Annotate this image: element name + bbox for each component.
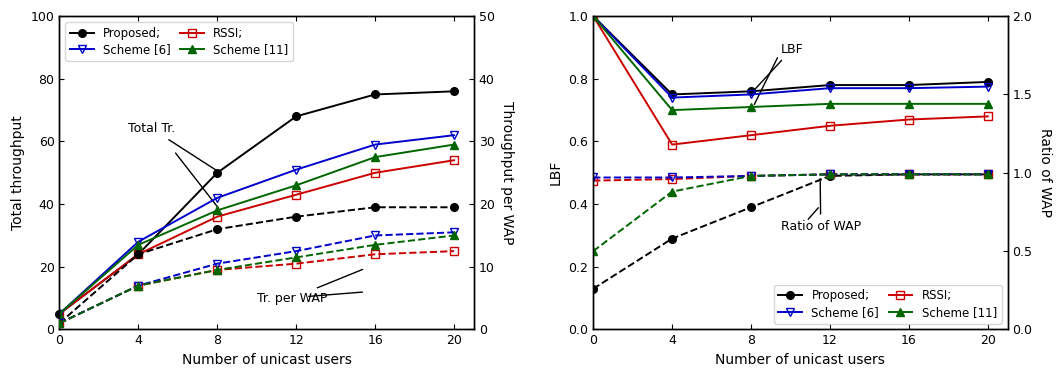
Legend: Proposed;, Scheme [6], RSSI;, Scheme [11]: Proposed;, Scheme [6], RSSI;, Scheme [11… xyxy=(774,285,1001,324)
X-axis label: Number of unicast users: Number of unicast users xyxy=(182,353,352,367)
Text: Tr. per WAP: Tr. per WAP xyxy=(257,270,362,305)
Y-axis label: Ratio of WAP: Ratio of WAP xyxy=(1037,128,1052,217)
Y-axis label: Throughput per WAP: Throughput per WAP xyxy=(500,101,514,245)
Legend: Proposed;, Scheme [6], RSSI;, Scheme [11]: Proposed;, Scheme [6], RSSI;, Scheme [11… xyxy=(65,22,293,61)
X-axis label: Number of unicast users: Number of unicast users xyxy=(715,353,885,367)
Text: LBF: LBF xyxy=(755,42,804,89)
Text: Ratio of WAP: Ratio of WAP xyxy=(780,179,861,232)
Y-axis label: Total throughput: Total throughput xyxy=(11,115,26,230)
Y-axis label: LBF: LBF xyxy=(549,160,562,186)
Text: Total Tr.: Total Tr. xyxy=(129,122,218,171)
